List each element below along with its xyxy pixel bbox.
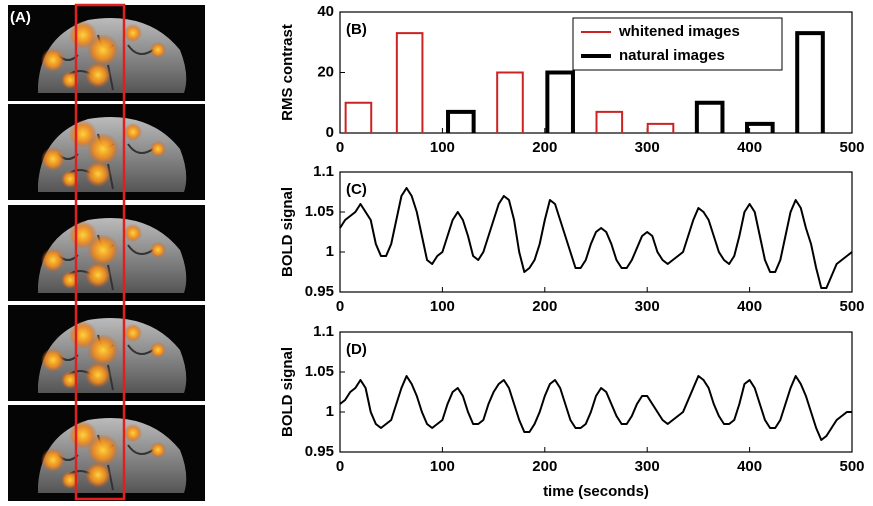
bar	[595, 110, 624, 133]
y-tick-label: 0	[326, 124, 334, 141]
signal-line	[339, 375, 852, 441]
x-tick-label: 0	[336, 458, 344, 475]
x-tick-label: 400	[737, 139, 762, 156]
x-tick-label: 300	[635, 298, 660, 315]
bar	[646, 122, 675, 133]
y-tick-label: 40	[317, 3, 334, 20]
bar	[694, 100, 725, 133]
bar	[446, 109, 476, 133]
x-tick-label: 300	[635, 458, 660, 475]
brain-images	[7, 3, 206, 502]
y-tick-label: 1.1	[313, 163, 334, 180]
x-tick-label: 100	[430, 458, 455, 475]
x-tick-label: 0	[336, 298, 344, 315]
plot-frame	[339, 171, 853, 293]
panel-label: (A)	[10, 9, 31, 26]
y-axis-label: BOLD signal	[279, 187, 296, 277]
y-tick-label: 1	[326, 403, 334, 420]
x-tick-label: 200	[532, 139, 557, 156]
x-tick-label: 0	[336, 139, 344, 156]
y-axis-label: BOLD signal	[279, 347, 296, 437]
legend-label: whitened images	[618, 23, 740, 40]
x-tick-label: 500	[839, 458, 864, 475]
y-tick-label: 1.05	[305, 363, 334, 380]
bar	[545, 70, 575, 133]
signal-line	[339, 187, 853, 289]
bar	[795, 31, 825, 133]
legend-label: natural images	[619, 47, 725, 64]
plot-frame	[339, 331, 853, 453]
panel-label: (B)	[346, 21, 367, 38]
x-tick-label: 200	[532, 458, 557, 475]
y-tick-label: 1.1	[313, 323, 334, 340]
y-tick-label: 0.95	[305, 443, 334, 460]
bar	[344, 101, 373, 133]
x-tick-label: 400	[737, 298, 762, 315]
bar	[395, 32, 424, 133]
x-tick-label: 100	[430, 298, 455, 315]
y-tick-label: 1	[326, 243, 334, 260]
legend-box	[572, 17, 783, 71]
y-tick-label: 1.05	[305, 203, 334, 220]
x-tick-label: 500	[839, 298, 864, 315]
x-tick-label: 100	[430, 139, 455, 156]
x-tick-label: 500	[839, 139, 864, 156]
panel-label: (C)	[346, 181, 367, 198]
x-tick-label: 200	[532, 298, 557, 315]
bar	[496, 71, 524, 133]
x-axis-label: time (seconds)	[543, 483, 649, 500]
x-tick-label: 400	[737, 458, 762, 475]
x-tick-label: 300	[635, 139, 660, 156]
y-axis-label: RMS contrast	[279, 24, 296, 121]
panel-label: (D)	[346, 341, 367, 358]
y-tick-label: 0.95	[305, 283, 334, 300]
bar	[745, 121, 775, 133]
y-tick-label: 20	[317, 63, 334, 80]
